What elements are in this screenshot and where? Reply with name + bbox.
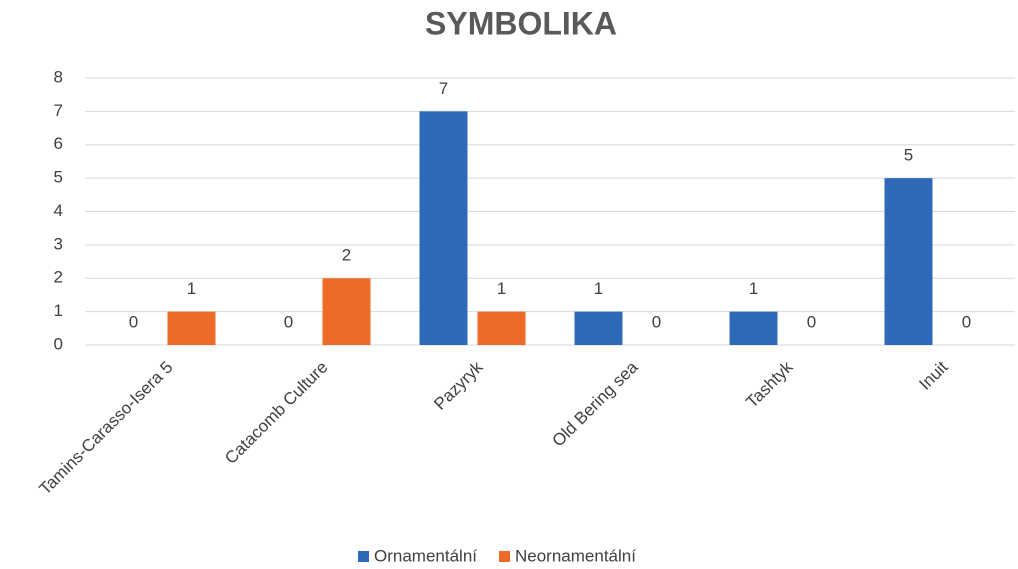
y-tick-label: 3: [54, 234, 63, 253]
data-label: 0: [284, 312, 293, 331]
data-label: 0: [652, 312, 661, 331]
y-tick-label: 6: [54, 134, 63, 153]
legend-swatch: [499, 551, 510, 562]
x-tick-label: Pazyryk: [430, 357, 487, 414]
data-label: 1: [749, 279, 758, 298]
data-label: 0: [807, 312, 816, 331]
y-tick-label: 1: [54, 301, 63, 320]
bar: [477, 311, 526, 345]
y-tick-label: 8: [54, 67, 63, 86]
x-tick-label: Tamins-Carasso-Isera 5: [35, 358, 176, 499]
y-tick-label: 7: [54, 101, 63, 120]
bar: [167, 311, 216, 345]
bar: [729, 311, 778, 345]
y-tick-label: 2: [54, 268, 63, 287]
x-tick-label: Catacomb Culture: [221, 358, 331, 468]
data-label: 2: [342, 246, 351, 265]
bar: [574, 311, 623, 345]
data-label: 0: [129, 312, 138, 331]
legend-label: Ornamentální: [374, 546, 477, 565]
y-tick-label: 5: [54, 168, 63, 187]
y-tick-label: 0: [54, 334, 63, 353]
bar: [322, 278, 371, 345]
bar: [884, 178, 933, 345]
data-label: 1: [497, 279, 506, 298]
data-label: 0: [962, 312, 971, 331]
chart-title: SYMBOLIKA: [425, 5, 617, 41]
bar: [419, 111, 468, 345]
x-tick-label: Tashtyk: [742, 357, 797, 412]
x-tick-label: Inuit: [915, 357, 951, 393]
data-label: 1: [187, 279, 196, 298]
legend-swatch: [358, 551, 369, 562]
data-label: 7: [439, 79, 448, 98]
y-tick-label: 4: [54, 201, 63, 220]
data-label: 5: [904, 146, 913, 165]
x-tick-label: Old Bering sea: [549, 357, 642, 450]
legend-label: Neornamentální: [515, 546, 636, 565]
data-label: 1: [594, 279, 603, 298]
